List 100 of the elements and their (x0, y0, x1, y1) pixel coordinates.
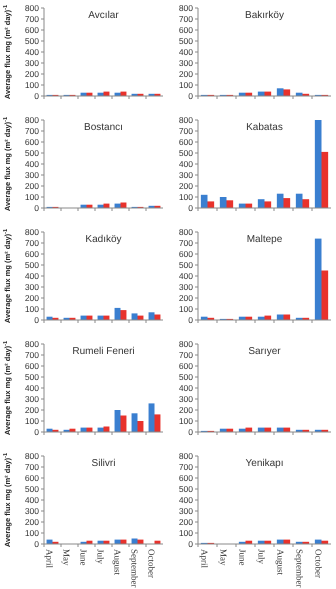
bar (322, 152, 328, 208)
y-tick-label: 200 (178, 516, 194, 527)
y-tick-label: 300 (24, 282, 40, 292)
y-tick-label: 600 (24, 360, 40, 371)
x-tick-label: July (95, 549, 106, 565)
bar (154, 314, 160, 320)
y-tick-label: 700 (24, 14, 40, 24)
y-tick-label: 400 (24, 382, 40, 393)
y-tick-label: 500 (24, 484, 40, 494)
y-tick-label: 500 (24, 148, 40, 158)
y-tick-label: 200 (178, 292, 194, 303)
bar (104, 316, 110, 320)
chart-title: Maltepe (246, 234, 283, 245)
y-tick-label: 200 (24, 516, 40, 527)
y-tick-label: 0 (188, 202, 194, 213)
bar (80, 428, 86, 432)
y-tick-label: 700 (178, 238, 194, 248)
y-tick-label: 800 (178, 226, 194, 237)
y-tick-label: 500 (178, 260, 194, 270)
y-tick-label: 700 (178, 126, 194, 136)
y-tick-label: 600 (178, 136, 194, 147)
y-tick-label: 0 (188, 426, 194, 437)
y-tick-label: 100 (24, 80, 40, 90)
bar (86, 316, 92, 320)
bar (114, 410, 120, 432)
bar (138, 421, 144, 432)
bar (258, 199, 264, 208)
y-tick-label: 700 (24, 238, 40, 248)
chart-title: Bakırköy (245, 10, 284, 21)
y-tick-label: 700 (178, 14, 194, 24)
x-tick-label: September (129, 549, 140, 588)
x-tick-label: August (112, 549, 122, 576)
y-tick-label: 400 (178, 46, 194, 57)
x-tick-label: May (218, 549, 228, 566)
y-tick-label: 500 (178, 148, 194, 158)
y-tick-label: 500 (178, 484, 194, 494)
y-tick-label: 200 (24, 180, 40, 191)
bar (98, 316, 104, 320)
y-tick-label: 800 (24, 2, 40, 13)
y-tick-label: 500 (24, 372, 40, 382)
y-tick-label: 0 (34, 314, 40, 325)
y-tick-label: 600 (178, 248, 194, 259)
y-tick-label: 0 (34, 90, 40, 101)
chart-title: Yenikapı (246, 458, 284, 469)
bar (138, 316, 144, 320)
chart-title: Bostancı (84, 122, 123, 133)
y-tick-label: 600 (24, 24, 40, 35)
y-tick-label: 700 (24, 350, 40, 360)
y-tick-label: 100 (24, 304, 40, 314)
x-tick-label: June (237, 549, 248, 566)
y-tick-label: 300 (178, 394, 194, 404)
bar (322, 270, 328, 320)
bar (154, 414, 160, 432)
y-tick-label: 800 (178, 2, 194, 13)
y-tick-label: 800 (24, 114, 40, 125)
y-tick-label: 200 (178, 404, 194, 415)
bar (80, 316, 86, 320)
y-tick-label: 200 (24, 292, 40, 303)
y-tick-label: 800 (178, 338, 194, 349)
bar (120, 416, 126, 432)
bar (148, 403, 154, 432)
y-tick-label: 200 (178, 68, 194, 79)
y-tick-label: 0 (188, 90, 194, 101)
y-tick-label: 400 (178, 382, 194, 393)
x-tick-label: October (313, 549, 324, 578)
y-tick-label: 300 (178, 170, 194, 180)
chart-title: Silivri (92, 458, 116, 469)
x-tick-label: September (294, 549, 304, 588)
bar (132, 313, 138, 320)
y-tick-label: 400 (178, 270, 194, 281)
bar (314, 120, 322, 208)
y-tick-label: 0 (34, 426, 40, 437)
x-tick-label: July (256, 549, 266, 565)
y-tick-label: 800 (24, 226, 40, 237)
y-tick-label: 100 (24, 528, 40, 538)
y-tick-label: 700 (178, 350, 194, 360)
x-tick-label: April (44, 549, 54, 568)
y-tick-label: 400 (178, 494, 194, 505)
y-tick-label: 400 (24, 494, 40, 505)
bar (104, 426, 110, 432)
y-tick-label: 400 (24, 46, 40, 57)
x-tick-label: May (61, 549, 72, 566)
bar (86, 428, 92, 432)
y-tick-label: 100 (178, 80, 194, 90)
y-tick-label: 500 (178, 36, 194, 46)
y-tick-label: 300 (24, 394, 40, 404)
y-tick-label: 200 (24, 404, 40, 415)
chart-title: Avcılar (88, 10, 120, 21)
y-tick-label: 200 (24, 68, 40, 79)
bar (296, 194, 302, 208)
y-tick-label: 100 (178, 304, 194, 314)
y-tick-label: 700 (178, 462, 194, 472)
bar (200, 194, 208, 208)
y-tick-label: 300 (24, 170, 40, 180)
y-tick-label: 0 (34, 538, 40, 549)
y-tick-label: 300 (178, 58, 194, 68)
x-tick-label: June (78, 549, 88, 566)
y-tick-label: 700 (24, 126, 40, 136)
y-tick-label: 300 (24, 58, 40, 68)
bar (114, 308, 120, 320)
